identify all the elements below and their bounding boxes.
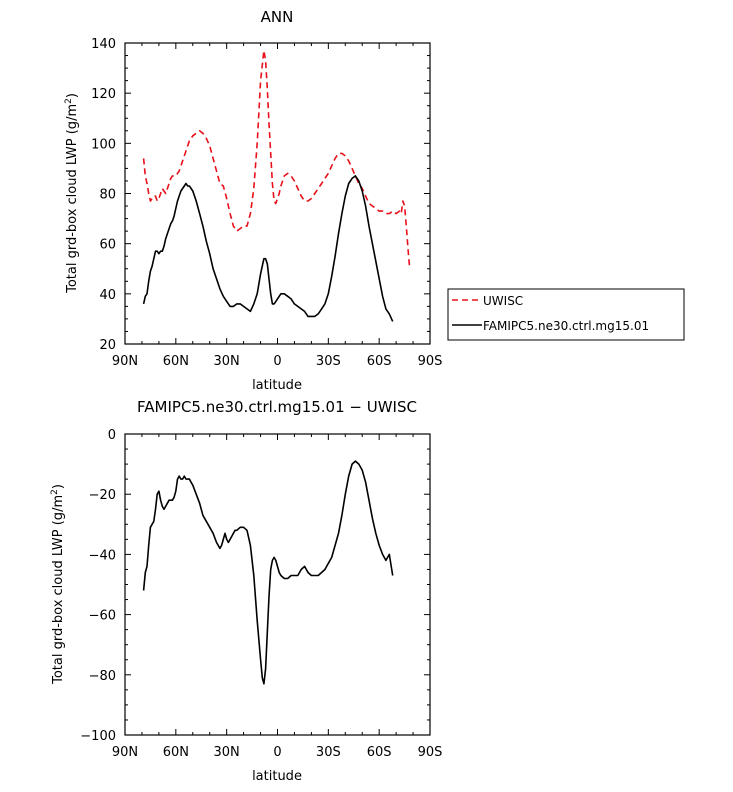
top-y-tick-label: 60 [99,238,116,253]
top-y-axis-label: Total grd-box cloud LWP (g/m2) [64,93,80,294]
legend-label-model: FAMIPC5.ne30.ctrl.mg15.01 [483,319,649,333]
top-x-tick-label: 90S [418,354,443,369]
top-y-tick-label: 20 [99,338,116,353]
bottom-y-ticks: −100 −80 −60 −40 −20 0 [80,428,430,744]
top-x-tick-label: 0 [273,354,281,369]
top-chart-title: ANN [261,8,294,26]
bottom-y-tick-label: −80 [89,669,116,684]
bottom-x-tick-label: 0 [273,745,281,760]
bottom-chart-title: FAMIPC5.ne30.ctrl.mg15.01 − UWISC [137,398,417,416]
bottom-y-tick-label: 0 [108,428,116,443]
bottom-x-tick-label: 60N [163,745,189,760]
top-series-line-2 [142,175,394,322]
top-y-tick-label: 40 [99,288,116,303]
top-y-tick-label: 100 [91,137,116,152]
top-y-tick-label: 80 [99,188,116,203]
legend-item-model: FAMIPC5.ne30.ctrl.mg15.01 [452,319,649,333]
bottom-x-tick-label: 30N [214,745,240,760]
legend-label-uwisc: UWISC [483,294,523,308]
top-y-tick-label: 120 [91,87,116,102]
top-y-tick-label: 140 [91,37,116,52]
bottom-x-axis-label: latitude [252,769,302,784]
top-x-tick-label: 30N [214,354,240,369]
bottom-y-axis-label: Total grd-box cloud LWP (g/m2) [50,484,66,685]
legend: UWISC FAMIPC5.ne30.ctrl.mg15.01 [447,288,685,341]
bottom-y-tick-label: −100 [80,729,116,744]
bottom-y-tick-label: −20 [89,488,116,503]
bottom-x-ticks: 90N 60N 30N 0 30S 60S 90S [112,434,443,760]
bottom-y-tick-label: −60 [89,609,116,624]
bottom-x-tick-label: 90S [418,745,443,760]
top-series-line-1 [142,49,411,269]
top-x-tick-label: 60N [163,354,189,369]
bottom-x-tick-label: 90N [112,745,138,760]
top-y-ticks: 20 40 60 80 100 120 140 [91,37,430,353]
bottom-series-line-1 [142,460,394,685]
legend-box [447,288,685,341]
top-series-lines [142,49,411,322]
bottom-x-tick-label: 60S [367,745,392,760]
top-x-axis-label: latitude [252,378,302,393]
top-x-ticks: 90N 60N 30N 0 30S 60S 90S [112,43,443,369]
top-x-tick-label: 30S [316,354,341,369]
top-x-tick-label: 90N [112,354,138,369]
legend-item-uwisc: UWISC [452,294,523,308]
bottom-y-tick-label: −40 [89,548,116,563]
bottom-x-tick-label: 30S [316,745,341,760]
top-panel: ANN 90N 60N 30N 0 30S 60S 90S 20 40 60 80 100 120 14… [64,8,442,393]
bottom-plot-frame [124,433,431,736]
bottom-panel: FAMIPC5.ne30.ctrl.mg15.01 − UWISC 90N 60N… [50,398,442,784]
bottom-series-lines [142,460,394,685]
top-x-tick-label: 60S [367,354,392,369]
